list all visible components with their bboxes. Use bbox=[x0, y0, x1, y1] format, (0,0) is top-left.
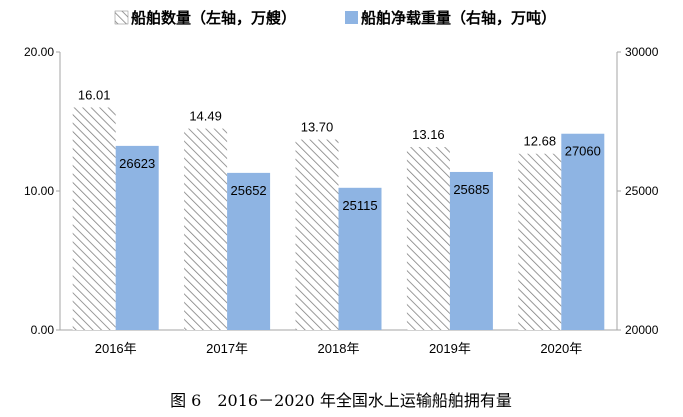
data-label-series-2: 26623 bbox=[119, 156, 155, 171]
category-labels: 2016年 2017年 2018年 2019年 2020年 bbox=[95, 341, 583, 356]
right-tick-label: 20000 bbox=[625, 323, 659, 337]
left-tick-labels: 0.00 10.00 20.00 bbox=[24, 45, 60, 337]
left-tick-label: 20.00 bbox=[24, 45, 54, 59]
bar-series-1 bbox=[184, 128, 228, 330]
bar-series-2 bbox=[561, 133, 605, 330]
data-labels: 16.01 26623 14.49 25652 13.70 25115 13.16 25685… bbox=[78, 87, 601, 212]
legend-swatch-series-1 bbox=[114, 10, 129, 25]
legend-swatch-series-2 bbox=[345, 11, 358, 24]
data-label-series-1: 13.16 bbox=[412, 127, 445, 142]
left-tick-label: 10.00 bbox=[24, 184, 54, 198]
bar-series-2 bbox=[338, 187, 382, 330]
legend: 船舶数量（左轴，万艘） 船舶净载重量（右轴，万吨） bbox=[114, 9, 556, 27]
category-label: 2016年 bbox=[95, 341, 137, 356]
category-label: 2019年 bbox=[429, 341, 471, 356]
category-label: 2017年 bbox=[206, 341, 248, 356]
chart-caption: 图 6 2016－2020 年全国水上运输船舶拥有量 bbox=[170, 391, 512, 410]
data-label-series-2: 25685 bbox=[453, 182, 489, 197]
data-label-series-1: 13.70 bbox=[301, 120, 334, 135]
left-tick-label: 0.00 bbox=[31, 323, 55, 337]
data-label-series-1: 16.01 bbox=[78, 87, 111, 102]
right-tick-label: 25000 bbox=[625, 184, 659, 198]
bars bbox=[72, 107, 605, 330]
bar-series-2 bbox=[115, 145, 159, 330]
data-label-series-2: 25115 bbox=[342, 198, 377, 213]
right-tick-label: 30000 bbox=[625, 45, 659, 59]
category-label: 2018年 bbox=[318, 341, 360, 356]
right-tick-labels: 20000 25000 30000 bbox=[617, 45, 659, 337]
bar-series-1 bbox=[406, 147, 450, 330]
legend-label-series-2: 船舶净载重量（右轴，万吨） bbox=[361, 9, 556, 27]
bar-series-1 bbox=[518, 153, 562, 330]
category-label: 2020年 bbox=[540, 341, 582, 356]
data-label-series-2: 27060 bbox=[565, 144, 601, 159]
bar-series-1 bbox=[295, 139, 339, 330]
bar-series-2 bbox=[227, 172, 271, 330]
legend-label-series-1: 船舶数量（左轴，万艘） bbox=[131, 9, 296, 27]
data-label-series-1: 12.68 bbox=[524, 134, 557, 149]
data-label-series-1: 14.49 bbox=[189, 109, 222, 124]
data-label-series-2: 25652 bbox=[231, 183, 267, 198]
bar-series-2 bbox=[449, 171, 493, 330]
bar-series-1 bbox=[72, 107, 116, 330]
